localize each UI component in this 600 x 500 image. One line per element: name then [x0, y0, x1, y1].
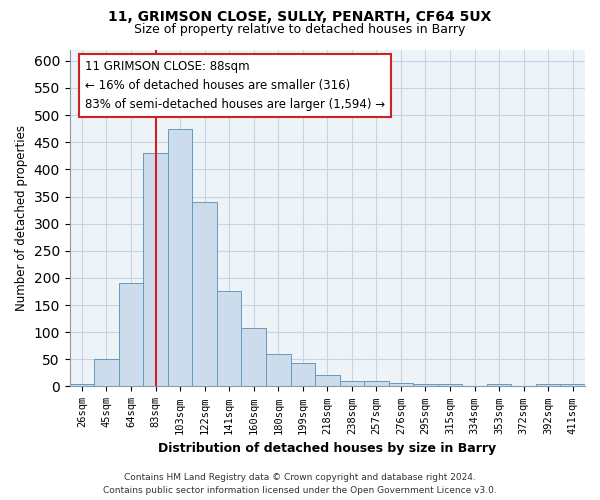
Bar: [168, 128, 193, 386]
Bar: [315, 374, 340, 386]
Bar: [487, 384, 511, 386]
Bar: [389, 383, 413, 386]
Bar: [560, 384, 585, 386]
Text: 11 GRIMSON CLOSE: 88sqm
← 16% of detached houses are smaller (316)
83% of semi-d: 11 GRIMSON CLOSE: 88sqm ← 16% of detache…: [85, 60, 385, 111]
Bar: [143, 153, 168, 386]
Text: Size of property relative to detached houses in Barry: Size of property relative to detached ho…: [134, 22, 466, 36]
Bar: [536, 384, 560, 386]
Bar: [193, 202, 217, 386]
Y-axis label: Number of detached properties: Number of detached properties: [15, 125, 28, 311]
Bar: [217, 292, 241, 386]
Bar: [266, 354, 290, 386]
Bar: [94, 360, 119, 386]
Bar: [290, 363, 315, 386]
Bar: [119, 284, 143, 387]
Bar: [364, 381, 389, 386]
Bar: [438, 384, 462, 386]
X-axis label: Distribution of detached houses by size in Barry: Distribution of detached houses by size …: [158, 442, 496, 455]
Bar: [413, 384, 438, 386]
Bar: [70, 384, 94, 386]
Text: Contains HM Land Registry data © Crown copyright and database right 2024.
Contai: Contains HM Land Registry data © Crown c…: [103, 474, 497, 495]
Bar: [241, 328, 266, 386]
Bar: [340, 381, 364, 386]
Text: 11, GRIMSON CLOSE, SULLY, PENARTH, CF64 5UX: 11, GRIMSON CLOSE, SULLY, PENARTH, CF64 …: [109, 10, 491, 24]
